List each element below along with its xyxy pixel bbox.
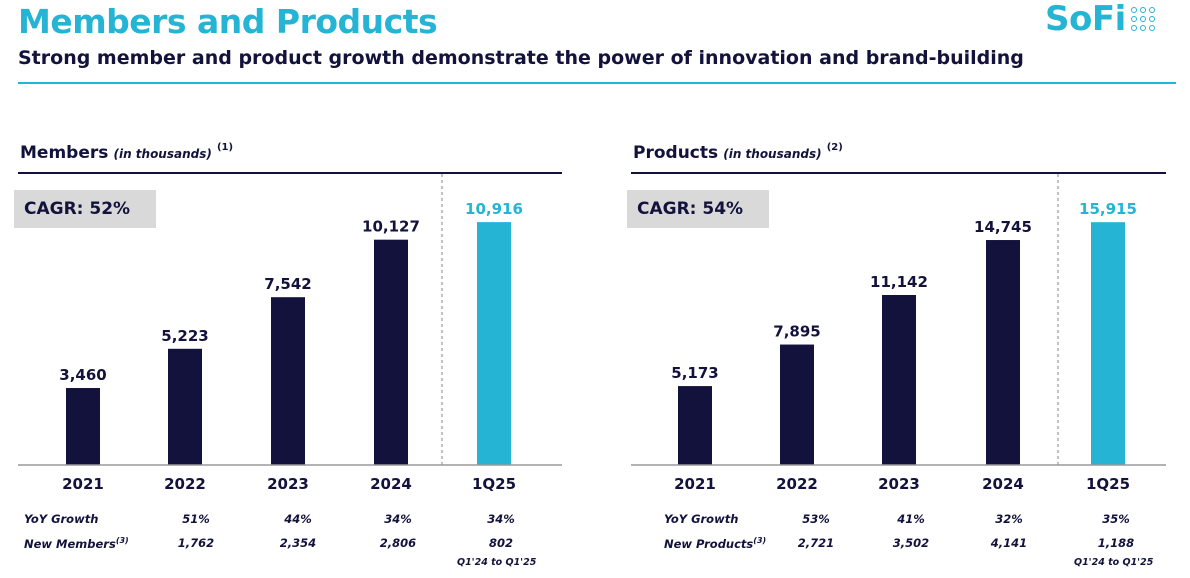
header-divider xyxy=(18,82,1176,84)
products-value-label-2021: 5,173 xyxy=(671,364,718,382)
products-tick-label-2022: 2022 xyxy=(776,475,818,493)
products-cagr-badge: CAGR: 54% xyxy=(627,190,769,228)
products-bar-2022 xyxy=(780,344,814,465)
products-new-2023: 3,502 xyxy=(892,536,930,550)
products-new-1q25: 1,188 xyxy=(1097,536,1135,550)
page-title: Members and Products xyxy=(18,2,438,41)
members-bar-2024 xyxy=(374,239,408,465)
products-bar-2023 xyxy=(882,295,916,465)
members-title: Members xyxy=(20,143,109,163)
members-bar-2023 xyxy=(271,297,305,465)
members-new-1q25: 802 xyxy=(488,536,513,550)
members-value-label-2022: 5,223 xyxy=(161,327,208,345)
products-value-label-2023: 11,142 xyxy=(870,273,928,291)
members-yoy-row: YoY Growth 51% 44% 34% 34% xyxy=(24,512,564,526)
products-footnote-ref: (2) xyxy=(826,142,843,153)
members-heading: Members (in thousands) (1) xyxy=(20,142,234,163)
products-yoy-label: YoY Growth xyxy=(664,512,739,526)
products-new-row: New Products(3) 2,721 3,502 4,141 1,188 xyxy=(664,536,1174,551)
members-bar-1Q25 xyxy=(477,222,511,465)
products-value-label-2024: 14,745 xyxy=(974,218,1032,236)
members-new-2024: 2,806 xyxy=(379,536,417,550)
members-tick-label-2021: 2021 xyxy=(62,475,104,493)
members-cagr-badge: CAGR: 52% xyxy=(14,190,156,228)
members-panel: Members (in thousands) (1) CAGR: 52% 3,4… xyxy=(14,138,564,578)
members-bar-chart: 3,460 2021 5,223 2022 7,542 2023 10,127 2024 10,… xyxy=(18,174,562,493)
members-value-label-2021: 3,460 xyxy=(59,366,106,384)
logo-dots-icon xyxy=(1130,7,1155,31)
products-heading-rule xyxy=(631,172,1166,174)
logo-text: SoFi xyxy=(1045,0,1126,39)
products-value-label-1Q25: 15,915 xyxy=(1079,200,1137,218)
products-bar-chart: 5,173 2021 7,895 2022 11,142 2023 14,745 2024 15… xyxy=(631,174,1166,493)
products-value-label-2022: 7,895 xyxy=(773,323,820,341)
members-tick-label-1Q25: 1Q25 xyxy=(472,475,516,493)
products-yoy-row: YoY Growth 53% 41% 32% 35% xyxy=(664,512,1174,526)
products-new-label: New Products(3) xyxy=(664,536,767,551)
products-heading: Products (in thousands) (2) xyxy=(633,142,843,163)
sofi-logo: SoFi xyxy=(1045,0,1155,39)
products-yoy-1q25: 35% xyxy=(1102,512,1130,526)
products-new-2022: 2,721 xyxy=(797,536,835,550)
members-yoy-2023: 44% xyxy=(284,512,312,526)
page-subtitle: Strong member and product growth demonst… xyxy=(18,47,1024,69)
members-value-label-2024: 10,127 xyxy=(362,218,420,236)
members-yoy-2022: 51% xyxy=(182,512,210,526)
products-tick-label-1Q25: 1Q25 xyxy=(1086,475,1130,493)
products-title: Products xyxy=(633,143,719,163)
members-new-2023: 2,354 xyxy=(279,536,317,550)
products-bar-1Q25 xyxy=(1091,222,1125,465)
members-new-2022: 1,762 xyxy=(177,536,215,550)
members-value-label-1Q25: 10,916 xyxy=(465,200,523,218)
products-yoy-2022: 53% xyxy=(802,512,830,526)
products-panel: Products (in thousands) (2) CAGR: 54% 5,… xyxy=(627,138,1176,578)
products-bar-2024 xyxy=(986,240,1020,465)
members-yoy-2024: 34% xyxy=(384,512,412,526)
members-tick-label-2023: 2023 xyxy=(267,475,309,493)
members-footnote-ref: (1) xyxy=(216,142,234,153)
products-bar-2021 xyxy=(678,386,712,465)
members-bar-2021 xyxy=(66,388,100,465)
members-period-footnote: Q1'24 to Q1'25 xyxy=(457,557,537,568)
members-tick-label-2022: 2022 xyxy=(164,475,206,493)
members-new-row: New Members(3) 1,762 2,354 2,806 802 xyxy=(24,536,564,551)
members-value-label-2023: 7,542 xyxy=(264,275,311,293)
products-units: (in thousands) xyxy=(723,147,822,161)
members-bar-2022 xyxy=(168,348,202,465)
products-tick-label-2024: 2024 xyxy=(982,475,1024,493)
members-tick-label-2024: 2024 xyxy=(370,475,412,493)
members-yoy-label: YoY Growth xyxy=(24,512,99,526)
products-yoy-2023: 41% xyxy=(897,512,925,526)
products-new-2024: 4,141 xyxy=(990,536,1028,550)
products-period-footnote: Q1'24 to Q1'25 xyxy=(1074,557,1154,568)
products-tick-label-2021: 2021 xyxy=(674,475,716,493)
members-units: (in thousands) xyxy=(113,147,212,161)
members-yoy-1q25: 34% xyxy=(487,512,515,526)
products-tick-label-2023: 2023 xyxy=(878,475,920,493)
members-new-label: New Members(3) xyxy=(24,536,129,551)
members-heading-rule xyxy=(18,172,562,174)
products-yoy-2024: 32% xyxy=(995,512,1023,526)
